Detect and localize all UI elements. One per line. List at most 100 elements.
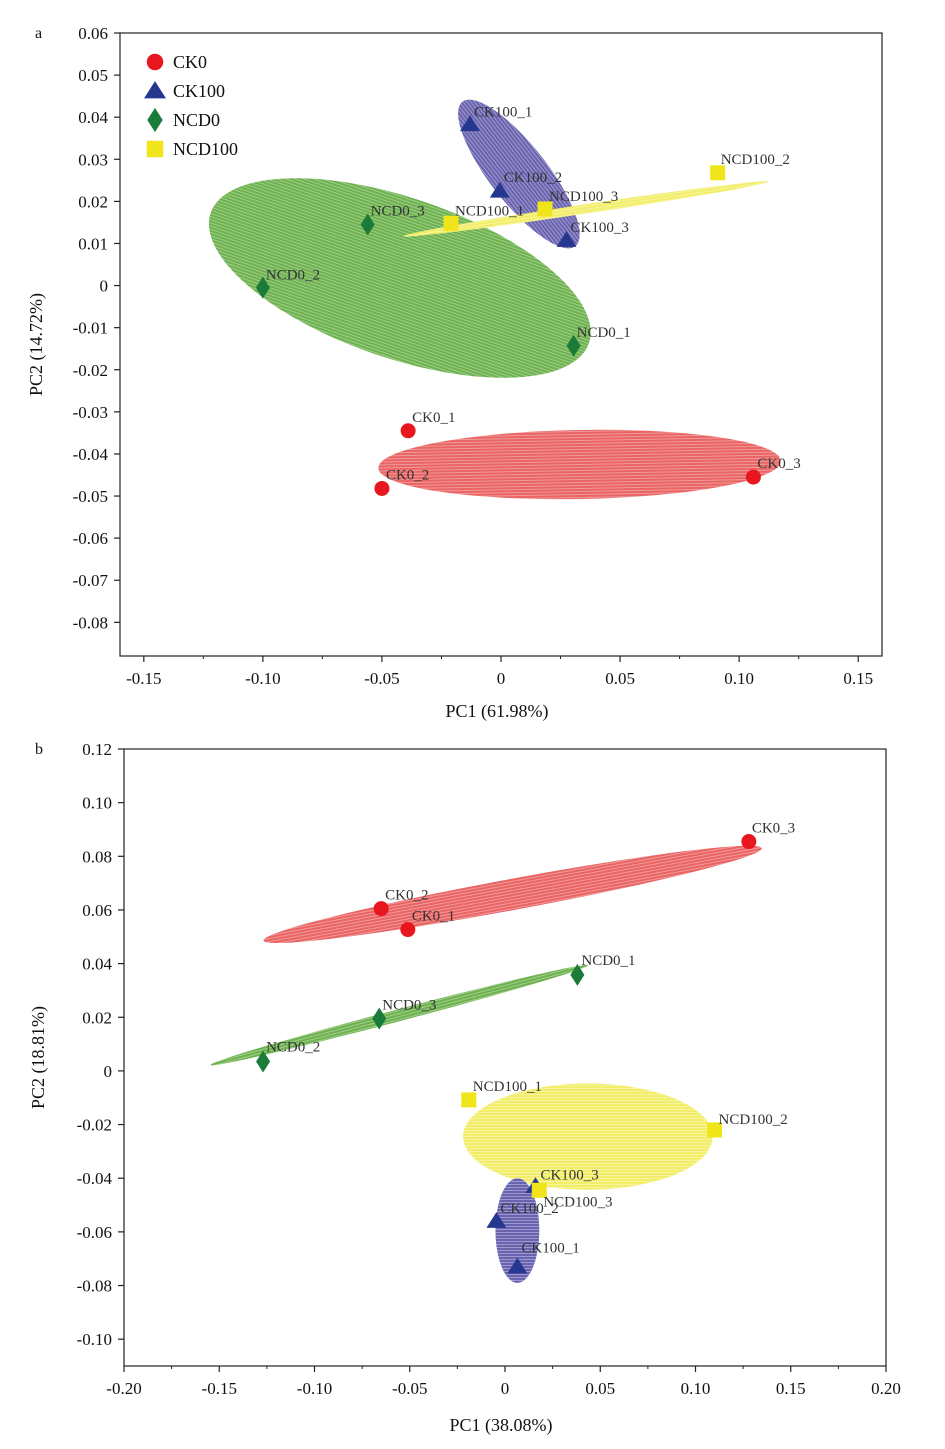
y-tick-label: 0 [104, 1062, 113, 1081]
point-ncd100-1 [461, 1092, 477, 1108]
point-ncd0-2 [256, 1050, 271, 1073]
y-tick-label: -0.04 [77, 1169, 113, 1188]
x-tick-label: -0.15 [126, 669, 161, 688]
panel-b-plot: b -0.20 -0.15 -0.10 -0.05 0 0.05 0.10 0.15 0.20 0.… [28, 740, 901, 1436]
panel-a-plot: a -0.15 -0.10 -0.05 0 0.05 0.10 0.15 0.06 0.05 0.0… [26, 24, 883, 722]
y-tick-label: 0.01 [78, 234, 108, 253]
x-tick-label: -0.05 [364, 669, 399, 688]
panel-letter-b: b [35, 741, 43, 758]
x-tick-label: -0.20 [106, 1379, 141, 1398]
x-axis-title: PC1 (38.08%) [450, 1415, 553, 1436]
x-axis-title: PC1 (61.98%) [446, 701, 549, 722]
point-label: CK100_3 [540, 1167, 598, 1183]
x-tick-label: 0.10 [724, 669, 754, 688]
x-tick-label: 0 [501, 1379, 510, 1398]
x-tick-label: 0.20 [871, 1379, 901, 1398]
legend-marker-ncd100 [146, 140, 164, 158]
point-label: NCD0_1 [577, 325, 631, 341]
ellipse-ncd0 [210, 964, 589, 1066]
point-label: NCD0_2 [266, 268, 320, 284]
point-label: NCD100_1 [455, 203, 524, 219]
point-ck100-1 [460, 115, 481, 132]
y-tick-label: 0.03 [78, 150, 108, 169]
point-label: CK100_2 [504, 170, 562, 186]
y-tick-label: -0.02 [77, 1116, 112, 1135]
point-label: NCD0_3 [382, 998, 436, 1014]
x-tick-label: 0.05 [605, 669, 635, 688]
legend: CK0 CK100 NCD0 NCD100 [144, 52, 238, 159]
y-axis-title: PC2 (14.72%) [26, 293, 47, 396]
legend-label: CK100 [173, 81, 225, 101]
point-label: CK0_1 [412, 410, 455, 426]
x-tick-label: -0.10 [297, 1379, 332, 1398]
y-tick-label: 0.04 [78, 108, 108, 127]
y-tick-label: -0.10 [77, 1330, 112, 1349]
y-tick-label: -0.08 [77, 1277, 112, 1296]
point-label: CK100_1 [521, 1241, 579, 1257]
y-tick-label: -0.03 [73, 403, 108, 422]
x-tick-label: 0 [497, 669, 506, 688]
point-label: CK0_2 [386, 467, 429, 483]
y-tick-label: 0.12 [82, 740, 112, 759]
point-ncd0-1 [566, 334, 581, 357]
point-ncd0-2 [255, 276, 270, 299]
y-tick-label: -0.02 [73, 361, 108, 380]
x-tick-label: -0.15 [202, 1379, 237, 1398]
y-tick-label: 0.06 [82, 901, 112, 920]
point-label: NCD100_1 [473, 1079, 542, 1095]
point-label: CK0_3 [757, 456, 800, 472]
point-ck0-1 [400, 423, 416, 439]
point-ck100-2 [489, 181, 510, 198]
y-tick-label: -0.07 [73, 571, 109, 590]
x-tick-label: 0.15 [776, 1379, 806, 1398]
point-label: NCD100_2 [721, 152, 790, 168]
point-label: CK100_2 [500, 1201, 558, 1217]
x-tick-label: 0.15 [843, 669, 873, 688]
legend-marker-ck100 [144, 81, 166, 99]
x-tick-label: -0.05 [392, 1379, 427, 1398]
point-ck0-3 [741, 834, 757, 850]
point-ck100-2 [486, 1212, 507, 1228]
legend-label: CK0 [173, 52, 207, 72]
x-tick-label: 0.05 [585, 1379, 615, 1398]
point-label: NCD100_2 [719, 1112, 788, 1128]
x-tick-label: 0.10 [681, 1379, 711, 1398]
point-ck100-3 [556, 231, 577, 247]
y-tick-label: 0.02 [78, 192, 108, 211]
y-tick-label: 0.04 [82, 955, 112, 974]
y-tick-label: -0.01 [73, 319, 108, 338]
point-ncd100-2 [710, 165, 726, 181]
point-label: NCD100_3 [543, 1194, 612, 1210]
y-tick-label: -0.08 [73, 613, 108, 632]
x-tick-label: -0.10 [245, 669, 280, 688]
point-label: CK100_3 [570, 220, 628, 236]
ellipse-ncd100 [403, 181, 769, 237]
legend-label: NCD0 [173, 110, 220, 130]
point-ncd100-3 [531, 1182, 547, 1198]
y-tick-label: 0.06 [78, 24, 108, 43]
point-ncd100-3 [537, 201, 553, 217]
point-ncd0-3 [372, 1007, 387, 1030]
ellipse-ck100 [495, 1178, 540, 1283]
point-label: NCD0_2 [266, 1040, 320, 1056]
legend-marker-ck0 [146, 53, 164, 71]
point-ncd0-1 [570, 963, 585, 986]
point-label: NCD100_3 [549, 189, 618, 205]
point-label: CK0_2 [385, 888, 428, 904]
panel-letter-a: a [35, 25, 42, 42]
point-ck0-2 [374, 480, 390, 496]
y-tick-label: 0.02 [82, 1008, 112, 1027]
point-ncd100-2 [707, 1122, 723, 1138]
point-label: CK0_3 [752, 821, 795, 837]
y-tick-label: 0.05 [78, 66, 108, 85]
y-tick-label: -0.05 [73, 487, 108, 506]
point-ck100-1 [507, 1257, 528, 1274]
y-tick-label: -0.06 [73, 529, 108, 548]
ellipse-ncd0 [208, 178, 591, 378]
y-axis-title: PC2 (18.81%) [28, 1006, 49, 1109]
point-ck0-3 [745, 469, 761, 485]
legend-label: NCD100 [173, 139, 238, 159]
y-tick-label: -0.06 [77, 1223, 112, 1242]
ellipse-ck0 [263, 845, 762, 944]
